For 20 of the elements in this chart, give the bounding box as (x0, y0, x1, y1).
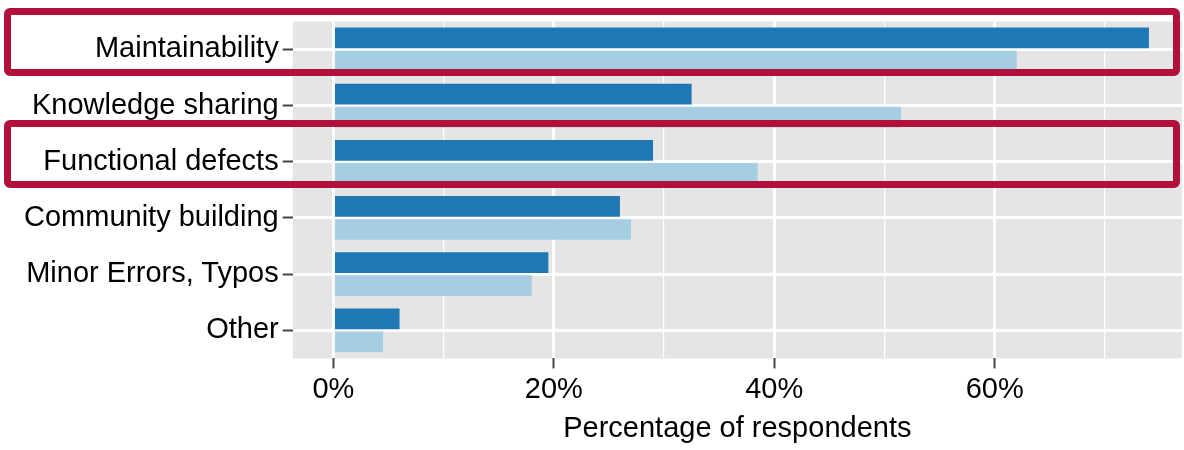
y-tick-label: Minor Errors, Typos (26, 256, 279, 289)
bar (334, 83, 692, 105)
y-tick-label: Other (206, 312, 280, 345)
bar (334, 219, 631, 240)
x-tick-label: 60% (965, 371, 1024, 404)
x-tick-label: 20% (524, 371, 583, 404)
bar (334, 27, 1149, 49)
bar (334, 331, 384, 353)
x-tick-label: 40% (745, 371, 804, 404)
y-tick-label: Community building (24, 199, 279, 232)
y-tick-label: Knowledge sharing (32, 87, 279, 120)
y-tick-label: Functional defects (43, 143, 279, 176)
bar (334, 139, 654, 161)
x-tick-label: 0% (312, 371, 355, 404)
x-axis-title: Percentage of respondents (563, 410, 912, 443)
y-tick-label: Maintainability (94, 31, 280, 64)
bar (334, 196, 620, 217)
bar (334, 252, 549, 273)
bar (334, 308, 400, 330)
bar (334, 275, 532, 297)
